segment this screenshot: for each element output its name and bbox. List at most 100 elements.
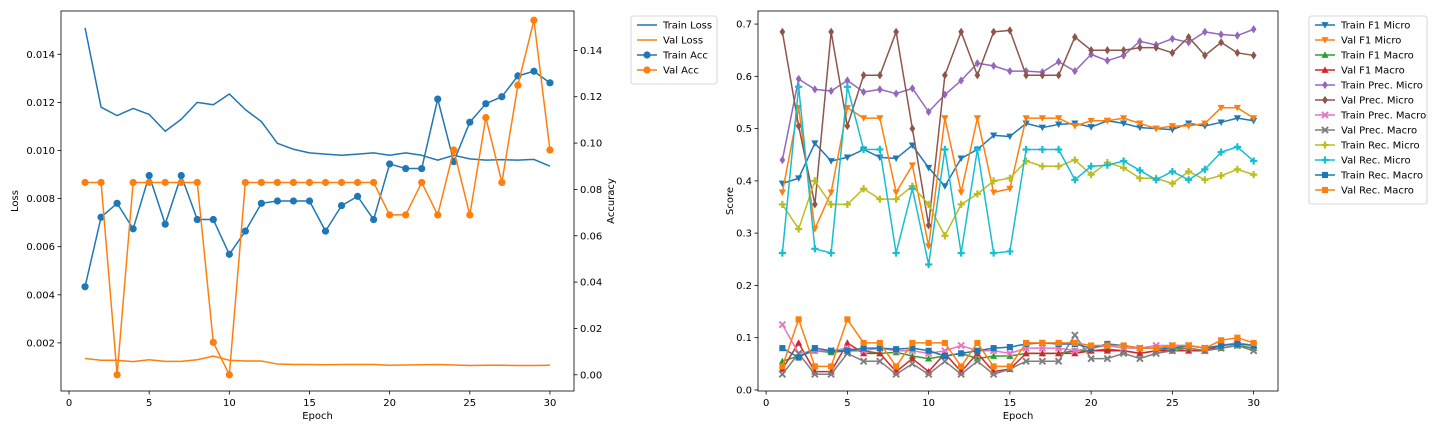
data-point [1185, 167, 1193, 176]
data-point [1071, 349, 1079, 357]
data-point [161, 220, 169, 228]
data-point [1185, 176, 1193, 184]
data-point [145, 171, 153, 180]
series-line [781, 86, 1255, 266]
data-point [1104, 56, 1111, 65]
data-point [876, 71, 883, 80]
data-point [1136, 124, 1144, 132]
data-point [241, 227, 249, 235]
data-point [1006, 344, 1013, 351]
x-tick-label: 15 [303, 398, 316, 409]
legend-item-train-f1-macro: Train F1 Macro [1315, 51, 1414, 62]
data-point [779, 363, 786, 370]
legend-label: Train Rec. Macro [1340, 171, 1423, 182]
y2-tick-label: 0.04 [580, 278, 602, 289]
legend-label: Train F1 Micro [1340, 21, 1410, 32]
data-point [1234, 48, 1241, 57]
data-point [97, 213, 105, 221]
data-point [466, 211, 474, 219]
data-point [973, 190, 981, 198]
data-point [434, 211, 442, 219]
data-point [289, 178, 298, 187]
data-point [893, 363, 900, 370]
data-point [908, 354, 916, 362]
legend-marker [1321, 22, 1329, 29]
data-point [828, 347, 835, 354]
series-line [781, 28, 1254, 161]
legend-marker [1321, 66, 1329, 73]
data-point [1119, 349, 1128, 358]
data-point [860, 345, 867, 352]
legend-marker [643, 51, 651, 59]
data-point [892, 195, 900, 203]
series-val-rec-micro [778, 83, 1258, 269]
legend-label: Val F1 Micro [1341, 36, 1401, 47]
data-point [241, 178, 249, 187]
data-point [209, 338, 217, 346]
data-point [941, 352, 948, 360]
legend-marker [1321, 156, 1329, 164]
data-point [1250, 339, 1257, 346]
data-point [1168, 167, 1176, 176]
series-train-acc [81, 67, 554, 291]
legend-marker [1321, 141, 1329, 149]
data-point [1201, 176, 1209, 184]
y-tick-label: 0.010 [26, 146, 55, 157]
data-point [909, 84, 916, 93]
data-point [1136, 354, 1144, 363]
data-point [990, 61, 997, 71]
data-point [1136, 174, 1144, 182]
series-line [781, 318, 1254, 368]
legend-item-val-prec-micro: Val Prec. Micro [1315, 96, 1414, 107]
data-point [859, 357, 868, 365]
y2-tick-label: 0.06 [580, 231, 602, 242]
data-point [1038, 162, 1046, 170]
data-point [1169, 342, 1176, 349]
data-point [1022, 120, 1030, 127]
data-point [1006, 349, 1014, 358]
y-tick-label: 0.1 [736, 333, 752, 344]
data-point [1217, 148, 1225, 156]
series-val-f1-micro [778, 104, 1258, 250]
data-point [113, 199, 121, 207]
data-point [1250, 171, 1258, 179]
data-point [1006, 247, 1014, 256]
data-point [925, 347, 932, 354]
data-point [273, 178, 282, 187]
data-point [795, 339, 803, 346]
data-point [530, 67, 538, 75]
data-point [925, 164, 933, 172]
data-point [876, 339, 883, 346]
data-point [827, 189, 835, 196]
data-point [876, 349, 884, 357]
data-point [1055, 162, 1063, 170]
data-point [1218, 30, 1225, 39]
data-point [1022, 357, 1030, 365]
data-point [811, 140, 819, 147]
y-tick-label: 0.006 [26, 242, 55, 253]
y-tick-label: 0.7 [736, 20, 752, 31]
data-point [1087, 124, 1095, 131]
data-point [893, 27, 900, 37]
data-point [795, 225, 803, 233]
data-point [193, 178, 201, 187]
data-point [81, 178, 89, 187]
data-point [958, 27, 965, 37]
legend-label: Val Prec. Micro [1341, 96, 1414, 107]
data-point [795, 316, 802, 323]
y2-axis-label: Accuracy [606, 178, 617, 224]
data-point [1233, 115, 1241, 122]
x-tick-label: 30 [1247, 398, 1260, 409]
data-point [811, 345, 818, 352]
data-point [1038, 145, 1046, 154]
data-point [909, 345, 916, 352]
data-point [779, 345, 786, 352]
data-point [1136, 349, 1144, 357]
data-point [1153, 345, 1160, 352]
y2-tick-label: 0.08 [580, 185, 602, 196]
series-line [782, 117, 1254, 187]
data-point [1103, 161, 1111, 169]
data-point [925, 243, 933, 250]
legend-label: Val Rec. Macro [1341, 186, 1414, 197]
